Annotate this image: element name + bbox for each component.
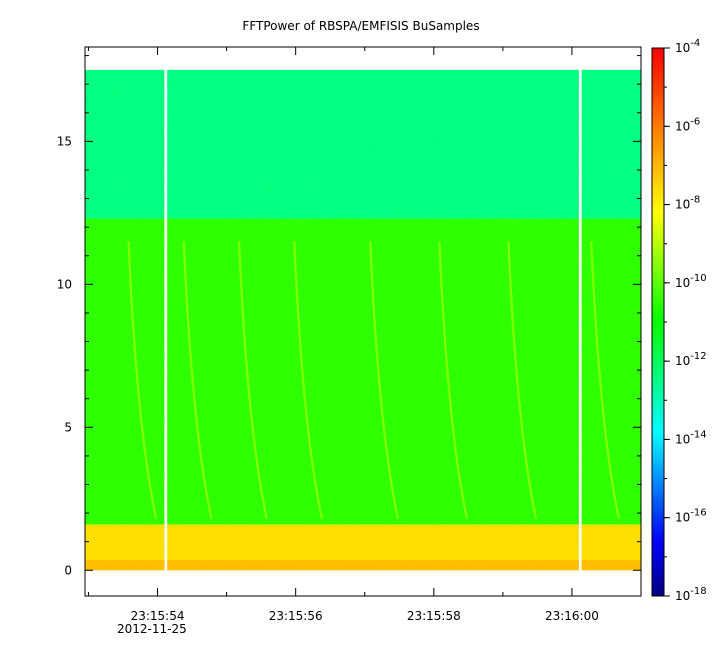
colorbar — [652, 48, 664, 596]
chorus-streak — [369, 241, 399, 520]
chorus-streak — [182, 241, 213, 520]
data-gap — [578, 69, 582, 571]
x-tick-label: 23:15:56 — [269, 609, 323, 623]
chorus-streak — [237, 241, 268, 520]
chorus-streak — [293, 241, 323, 520]
low-frequency-strip — [85, 560, 641, 571]
colorbar-tick-label: 10-18 — [675, 586, 707, 603]
colorbar-tick-label: 10-10 — [675, 273, 707, 290]
chorus-streak — [127, 241, 158, 520]
x-tick-label: 23:16:00 — [545, 609, 599, 623]
plot-frame — [84, 46, 642, 597]
data-gap — [164, 69, 168, 571]
chorus-streak — [507, 241, 538, 520]
y-tick-label: 10 — [57, 277, 72, 291]
y-tick-label: 5 — [64, 420, 72, 434]
x-tick-label: 23:15:58 — [407, 609, 461, 623]
plot-area — [85, 69, 641, 571]
y-axis: 0 5 10 15 — [57, 55, 641, 577]
x-axis-date-label: 2012-11-25 — [117, 622, 187, 636]
x-axis: 23:15:54 23:15:56 23:15:58 23:16:00 — [87, 47, 642, 623]
colorbar-axis: 10-18 10-16 10-14 10-12 10-10 10-8 10-6 10-4 — [664, 38, 707, 603]
colorbar-tick-label: 10-16 — [675, 508, 707, 525]
colorbar-tick-label: 10-6 — [675, 116, 700, 133]
colorbar-tick-label: 10-12 — [675, 351, 707, 368]
colorbar-tick-label: 10-4 — [675, 38, 700, 55]
y-tick-label: 15 — [57, 134, 72, 148]
chart-title: FFTPower of RBSPA/EMFISIS BuSamples — [242, 19, 479, 33]
colorbar-tick-label: 10-8 — [675, 195, 700, 212]
colorbar-tick-label: 10-14 — [675, 429, 707, 446]
spectral-speckle-texture — [85, 69, 641, 571]
chorus-streak — [590, 241, 620, 520]
x-tick-label: 23:15:54 — [131, 609, 185, 623]
chorus-streak — [438, 241, 469, 520]
y-tick-label: 0 — [64, 563, 72, 577]
